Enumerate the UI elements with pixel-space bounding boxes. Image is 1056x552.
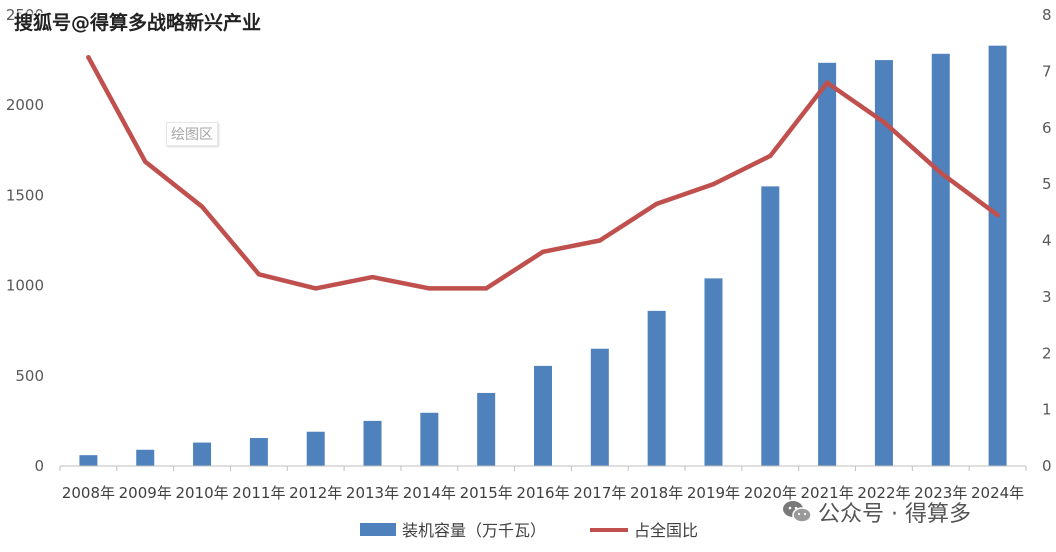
line-point [654, 201, 659, 207]
plot-area-tag[interactable]: 绘图区 [166, 122, 218, 146]
line-point [540, 249, 546, 254]
bar [534, 365, 552, 466]
legend-bar-swatch [360, 523, 396, 536]
bar [874, 60, 893, 466]
watermark-bottom: 公众号 · 得算多 [782, 496, 971, 528]
y-tick-label: 1000 [6, 277, 44, 295]
line-series [86, 55, 1000, 291]
x-tick-label: 2020年 [744, 484, 797, 502]
y-right-tick-label: 5 [1042, 175, 1052, 193]
watermark-bottom-text: 公众号 · 得算多 [818, 502, 971, 527]
left-y-axis: 0 500 1000 1500 2000 2500 [6, 6, 44, 475]
bar [193, 442, 212, 466]
line-point [370, 274, 375, 280]
legend-bar-label: 装机容量（万千瓦） [402, 521, 546, 540]
y-right-tick-label: 2 [1042, 344, 1052, 362]
y-tick-label: 500 [15, 367, 44, 385]
line-point [427, 286, 432, 291]
watermark-top: 搜狐号@得算多战略新兴产业 [14, 12, 262, 34]
y-right-tick-label: 1 [1042, 401, 1052, 419]
bar [79, 455, 98, 466]
y-tick-label: 0 [34, 457, 44, 475]
line-point [199, 204, 205, 209]
bar [136, 449, 155, 466]
bar [704, 278, 723, 466]
bar [420, 412, 439, 466]
line-point [995, 212, 1000, 218]
bar [363, 420, 382, 466]
line-point [86, 55, 91, 60]
x-tick-label: 2008年 [62, 484, 115, 502]
y-right-tick-label: 6 [1042, 119, 1052, 137]
bar [647, 310, 666, 466]
line-point [143, 159, 148, 164]
bar [988, 45, 1007, 466]
wechat-icon [783, 501, 812, 523]
bar [249, 438, 268, 466]
bar [818, 62, 837, 466]
x-tick-label: 2018年 [630, 484, 683, 502]
x-tick-label: 2011年 [232, 484, 285, 502]
x-tick-label: 2009年 [119, 484, 172, 502]
line-point [938, 170, 943, 176]
line-point [597, 238, 603, 243]
bar [590, 348, 609, 466]
x-tick-label: 2024年 [971, 484, 1024, 502]
line-point [483, 286, 489, 291]
x-tick-label: 2015年 [460, 484, 513, 502]
x-tick-label: 2022年 [857, 484, 910, 502]
y-tick-label: 2500 [6, 6, 44, 24]
y-tick-label: 2000 [6, 96, 44, 114]
line-point [711, 181, 716, 187]
line-point [824, 80, 830, 85]
x-tick-label: 2017年 [573, 484, 626, 502]
y-right-tick-label: 7 [1042, 62, 1052, 80]
x-tick-label: 2014年 [403, 484, 456, 502]
bar [477, 392, 496, 466]
line-point [256, 272, 262, 277]
x-tick-label: 2019年 [687, 484, 740, 502]
x-tick-label: 2010年 [175, 484, 228, 502]
x-tick-label: 2016年 [516, 484, 569, 502]
y-right-tick-label: 4 [1042, 232, 1052, 250]
bar [931, 53, 950, 466]
line-point [768, 153, 773, 159]
y-right-tick-label: 8 [1042, 6, 1052, 24]
bar [306, 431, 325, 466]
y-right-tick-label: 0 [1042, 457, 1052, 475]
bar-series [79, 45, 1007, 466]
line-point [313, 286, 318, 291]
y-right-tick-label: 3 [1042, 288, 1052, 306]
legend: 装机容量（万千瓦） 占全国比 [360, 521, 698, 540]
y-tick-label: 1500 [6, 186, 44, 204]
x-tick-label: 2012年 [289, 484, 342, 502]
legend-line-label: 占全国比 [634, 521, 698, 540]
x-tick-label: 2023年 [914, 484, 967, 502]
x-tick-label: 2021年 [801, 484, 854, 502]
x-axis: 2008年 2009年 2010年 2011年 2012年 2013年 2014年 2015年… [59, 466, 1027, 502]
line-point [881, 119, 887, 125]
x-tick-label: 2013年 [346, 484, 399, 502]
bar [761, 186, 780, 466]
right-y-axis: 0 1 2 3 4 5 6 7 8 [1042, 6, 1052, 475]
